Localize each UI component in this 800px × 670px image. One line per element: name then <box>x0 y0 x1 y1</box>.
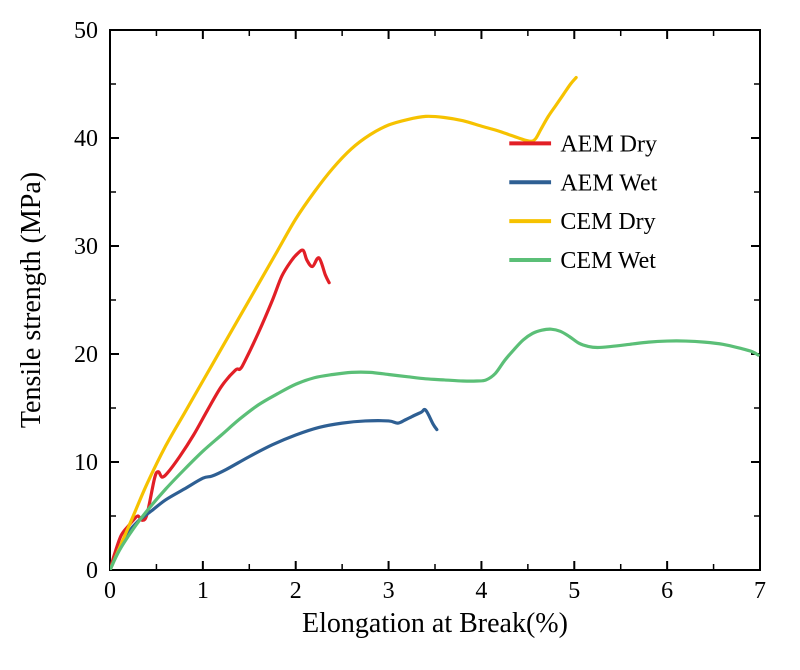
x-tick-label: 7 <box>754 578 766 604</box>
y-tick-label: 50 <box>74 18 98 44</box>
y-tick-label: 20 <box>74 342 98 368</box>
y-axis-title: Tensile strength (MPa) <box>16 172 47 428</box>
x-tick-label: 1 <box>197 578 209 604</box>
tensile-chart: 0 1 2 3 4 5 6 7 0 10 20 30 40 50 Elongation at Break(%… <box>0 0 800 670</box>
x-tick-label: 3 <box>383 578 395 604</box>
series-line <box>110 78 576 570</box>
legend-label: AEM Wet <box>560 170 657 196</box>
series-line <box>110 410 437 570</box>
y-tick-label: 0 <box>86 558 98 584</box>
chart-svg: 0 1 2 3 4 5 6 7 0 10 20 30 40 50 Elongation at Break(%… <box>0 0 800 670</box>
x-tick-label: 5 <box>568 578 580 604</box>
legend-label: CEM Wet <box>560 248 656 274</box>
series-group <box>110 78 758 570</box>
x-axis-title: Elongation at Break(%) <box>302 608 568 639</box>
legend-label: AEM Dry <box>560 131 657 157</box>
y-tick-label: 10 <box>74 450 98 476</box>
series-line <box>110 329 758 570</box>
plot-frame <box>110 30 760 570</box>
y-tick-label: 30 <box>74 234 98 260</box>
x-tick-label: 0 <box>104 578 116 604</box>
y-tick-label: 40 <box>74 126 98 152</box>
x-tick-label: 2 <box>290 578 302 604</box>
x-tick-label: 6 <box>661 578 673 604</box>
series-line <box>110 250 329 570</box>
legend-label: CEM Dry <box>560 209 655 235</box>
x-tick-label: 4 <box>475 578 487 604</box>
